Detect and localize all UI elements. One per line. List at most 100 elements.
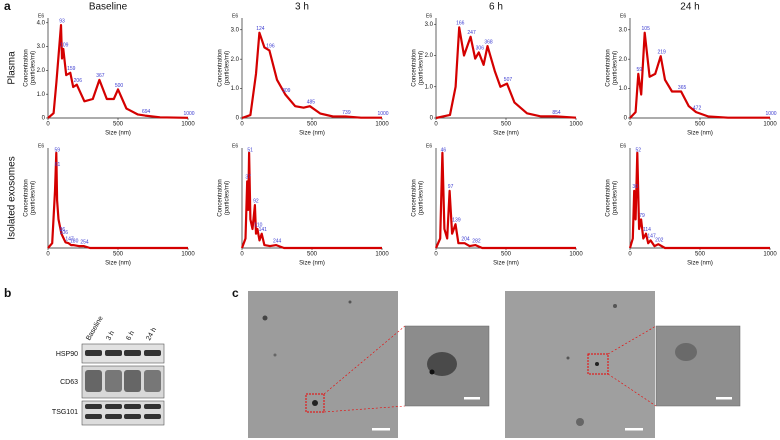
x-tick-label: 1000 [569, 122, 583, 128]
size-distribution [628, 151, 770, 250]
y-axis-label: (particles/ml) [225, 51, 231, 85]
size-distribution [434, 151, 576, 250]
x-tick-label: 0 [240, 122, 244, 128]
x-tick-label: 500 [695, 122, 706, 128]
size-distribution [629, 31, 770, 119]
y-tick-label: 1.0 [231, 86, 240, 92]
y-axis-label: Concentration [218, 179, 224, 216]
x-tick-label: 0 [434, 122, 438, 128]
y-tick-label: 1.0 [619, 86, 628, 92]
x-tick-label: 0 [46, 252, 50, 258]
peak-label: 106 [60, 230, 69, 236]
axes [629, 18, 770, 119]
peak-label: 79 [639, 213, 645, 219]
y-axis-label: (particles/ml) [419, 181, 425, 215]
y-tick-label: 1.0 [37, 92, 46, 98]
y-tick-label: 4.0 [37, 20, 46, 26]
peak-label: 110 [254, 222, 262, 228]
blot-column: 3 h [105, 330, 116, 342]
axes [47, 148, 188, 249]
x-tick-label: 500 [501, 252, 512, 258]
x-axis-label: Size (nm) [687, 131, 713, 137]
y-tick-label: 3.0 [231, 27, 240, 33]
size-distribution [47, 24, 189, 119]
blot-column: Baseline [85, 315, 105, 342]
peak-label: 204 [461, 237, 470, 243]
em-image [248, 291, 398, 438]
peak-label: 739 [342, 110, 351, 116]
y-axis-label: (particles/ml) [225, 181, 231, 215]
y-tick-label: 1.0 [425, 84, 434, 90]
peak-label: 30 [632, 184, 638, 190]
y-axis-label: Concentration [412, 49, 418, 86]
peak-label: 139 [452, 218, 461, 224]
peak-label: 141 [259, 227, 268, 233]
x-axis-label: Size (nm) [493, 131, 519, 137]
peak-label: 105 [642, 26, 651, 32]
y-multiplier: E6 [38, 13, 44, 19]
y-tick-label: 3.0 [619, 27, 628, 33]
blot-box [81, 343, 165, 364]
em-image [505, 291, 655, 438]
y-axis-label: Concentration [606, 179, 612, 216]
x-tick-label: 500 [113, 122, 124, 128]
size-distribution [240, 151, 382, 250]
peak-label: 46 [441, 147, 447, 153]
peak-label: 196 [266, 44, 275, 50]
peak-label: 306 [476, 46, 485, 52]
em-inset [655, 325, 741, 407]
peak-label: 59 [54, 147, 60, 153]
x-tick-label: 1000 [763, 122, 777, 128]
panel-label: c [232, 286, 239, 300]
y-axis-label: (particles/ml) [613, 51, 619, 85]
peak-label: 59 [636, 67, 642, 73]
x-axis-label: Size (nm) [493, 261, 519, 267]
y-multiplier: E6 [426, 13, 432, 19]
x-tick-label: 1000 [181, 252, 195, 258]
y-axis-label: Concentration [412, 179, 418, 216]
y-multiplier: E6 [232, 143, 238, 149]
chart-title: 24 h [680, 2, 699, 13]
peak-label: 180 [70, 238, 79, 244]
peak-label: 61 [55, 162, 61, 168]
peak-label: 244 [273, 238, 282, 244]
y-multiplier: E6 [232, 13, 238, 19]
peak-label: 93 [59, 18, 65, 24]
x-axis-label: Size (nm) [687, 261, 713, 267]
y-axis-label: Concentration [218, 49, 224, 86]
blot: Baseline 3 h 6 h 24 h HSP90 CD63 TSG101 [52, 315, 165, 426]
x-tick-label: 500 [113, 252, 124, 258]
peak-label: 124 [256, 26, 265, 32]
peak-label: 854 [552, 110, 561, 116]
peak-label: 206 [74, 78, 83, 84]
y-multiplier: E6 [426, 143, 432, 149]
panel-label: b [4, 286, 11, 300]
x-tick-label: 1000 [569, 252, 583, 258]
blot-row: TSG101 [52, 409, 78, 416]
peak-label: 365 [678, 85, 687, 91]
y-axis-label: (particles/ml) [613, 181, 619, 215]
peak-label: 367 [96, 73, 105, 79]
peak-label: 202 [655, 238, 664, 244]
peak-label: 147 [647, 234, 656, 240]
y-tick-label: 3.0 [425, 22, 434, 28]
x-tick-label: 0 [628, 252, 632, 258]
x-axis-label: Size (nm) [105, 131, 131, 137]
peak-label: 159 [67, 66, 76, 72]
x-axis-label: Size (nm) [299, 131, 325, 137]
peak-label: 472 [693, 105, 702, 111]
x-tick-label: 1000 [375, 122, 389, 128]
peak-label: 1000 [377, 111, 388, 117]
y-axis-label: (particles/ml) [419, 51, 425, 85]
peak-label: 282 [472, 238, 481, 244]
y-tick-label: 2.0 [425, 53, 434, 59]
x-tick-label: 0 [434, 252, 438, 258]
y-multiplier: E6 [620, 143, 626, 149]
peak-label: 507 [504, 77, 513, 83]
bands [85, 350, 161, 419]
row-label: Plasma [7, 51, 18, 85]
peak-label: 254 [80, 239, 89, 245]
y-axis-label: Concentration [606, 49, 612, 86]
x-tick-label: 1000 [763, 252, 777, 258]
